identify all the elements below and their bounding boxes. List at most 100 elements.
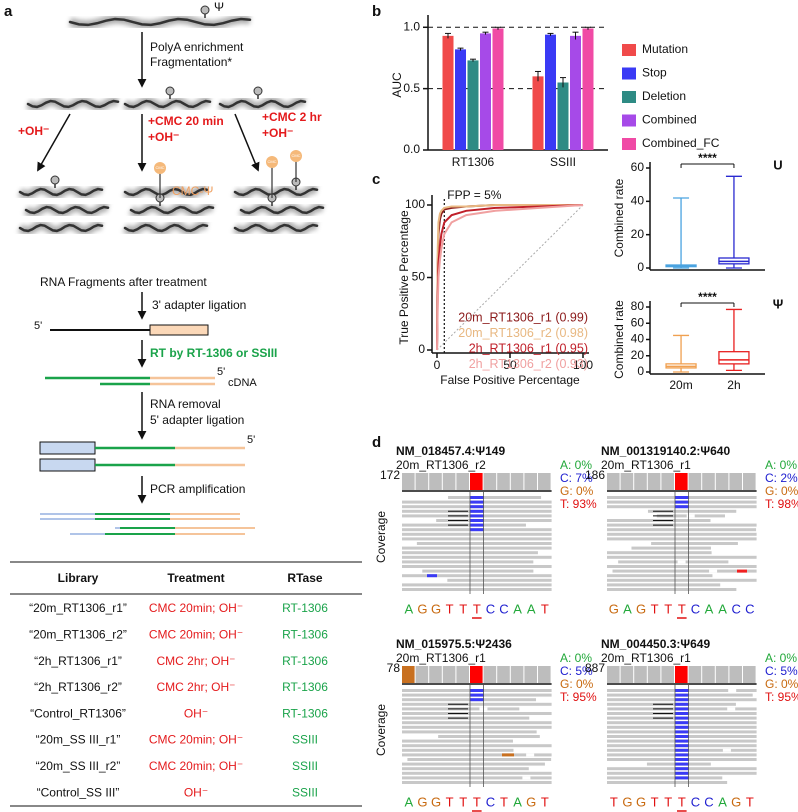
read (402, 762, 545, 766)
error-bar (482, 31, 489, 35)
label: A (718, 601, 727, 616)
label: G (431, 794, 441, 809)
stop-mark (675, 762, 689, 766)
stop-mark (470, 500, 484, 504)
mismatch (737, 569, 747, 573)
label: C (704, 794, 713, 809)
label: NM_004450.3:Ψ649 (601, 637, 710, 651)
coverage-cell (415, 666, 429, 683)
stop-mark (675, 702, 689, 706)
stop-mark (675, 716, 689, 720)
coverage-cell (675, 473, 688, 490)
coverage-cell (729, 666, 742, 683)
label: 172 (380, 468, 400, 482)
label: 1.0 (403, 19, 420, 33)
error-bar (547, 32, 554, 36)
coverage-cell (402, 473, 415, 490)
label: OH⁻ (184, 785, 208, 799)
coverage-cell (661, 666, 674, 683)
coverage-cell (497, 666, 510, 683)
read (402, 555, 552, 559)
coverage-cell (634, 666, 647, 683)
rna-strand (123, 99, 212, 109)
label: 186 (585, 468, 605, 482)
label: C (691, 601, 700, 616)
label: T (446, 601, 454, 616)
stop-mark (675, 758, 689, 761)
label: 0 (418, 342, 425, 356)
label: b (372, 3, 381, 20)
label: A (527, 601, 536, 616)
label: A (404, 601, 413, 616)
error-bar (585, 26, 591, 30)
label: T (664, 601, 672, 616)
read (651, 542, 738, 545)
coverage-cell (470, 473, 483, 490)
label: SSIII (292, 785, 318, 799)
read (422, 569, 534, 573)
label: 20m_RT1306_r1 (396, 651, 486, 665)
label: T (500, 794, 508, 809)
label: 5' (247, 434, 255, 446)
legend-swatch (622, 44, 636, 56)
label: 3' adapter ligation (152, 298, 246, 312)
label: CMC 20min; OH⁻ (149, 601, 243, 615)
label: 50 (503, 358, 517, 372)
label: T (651, 601, 659, 616)
label: G (636, 601, 646, 616)
roc-curve (436, 204, 583, 351)
label: C (499, 601, 508, 616)
label: G: 0% (765, 677, 798, 691)
label: PCR amplification (150, 482, 245, 496)
label: CMC-Ψ (172, 184, 213, 198)
rna-strand (26, 99, 120, 109)
label: G (636, 794, 646, 809)
label: C: 5% (765, 664, 798, 678)
cmc-group (266, 156, 278, 168)
read (402, 698, 537, 702)
label: 2h_RT1306_r2 (0.93) (469, 357, 588, 371)
label: G: 0% (765, 484, 798, 498)
label: RT-1306 (282, 627, 328, 641)
coverage-cell (634, 473, 647, 490)
label: G (431, 601, 441, 616)
label: +CMC 2 hr (262, 110, 322, 124)
label: +OH⁻ (262, 126, 293, 140)
read (607, 528, 757, 532)
label: A (513, 601, 522, 616)
read (402, 712, 552, 715)
coverage-cell (661, 473, 674, 490)
error-bar (457, 47, 464, 51)
error-bar (572, 31, 579, 40)
stop-mark (675, 748, 689, 752)
line (37, 113, 71, 172)
read (647, 509, 737, 513)
label: 60 (631, 315, 645, 329)
label: +CMC 20 min (148, 114, 224, 128)
label: FPP = 5% (447, 188, 501, 202)
rna-strand (123, 187, 209, 197)
label: PolyA enrichment (150, 40, 244, 54)
label: RNA removal (150, 397, 221, 411)
bar (455, 49, 466, 151)
stop-mark (675, 730, 689, 734)
label: NM_015975.5:Ψ2436 (396, 637, 512, 651)
rna-strand (24, 205, 110, 215)
read (402, 748, 514, 752)
coverage-cell (429, 473, 442, 490)
label: 2h (727, 378, 740, 392)
label: d (372, 434, 381, 451)
label: U (773, 157, 782, 172)
label: 80 (631, 299, 645, 313)
read-gap (677, 560, 686, 564)
label: “20m_RT1306_r2” (29, 627, 127, 641)
read (436, 519, 552, 522)
read (402, 574, 552, 578)
label: 20m_RT1306_r2 (396, 458, 486, 472)
stop-mark (470, 693, 484, 697)
read (607, 537, 757, 541)
rna-strand (239, 205, 325, 215)
stop-mark (470, 519, 484, 522)
label: CMC (291, 153, 300, 158)
read (402, 781, 552, 784)
